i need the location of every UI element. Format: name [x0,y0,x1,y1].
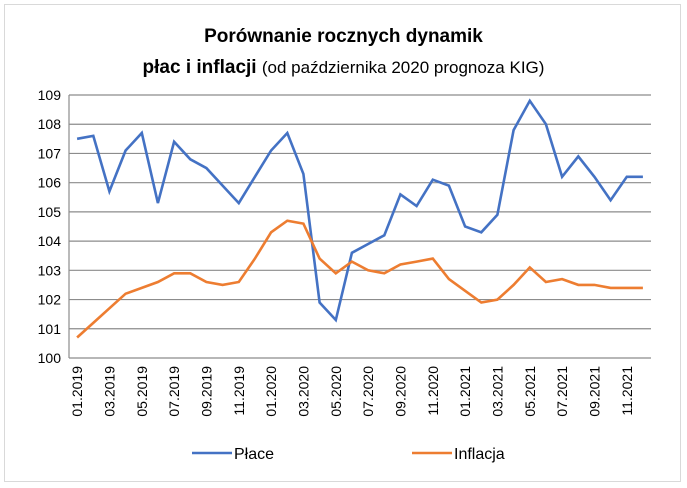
y-tick-label: 107 [38,145,62,161]
chart-title-line2: płac i inflacji (od października 2020 pr… [0,57,687,79]
x-tick-label: 01.2019 [69,366,85,417]
x-tick-label: 05.2019 [134,366,150,417]
y-tick-label: 103 [38,262,62,278]
x-tick-label: 07.2019 [166,366,182,417]
x-tick-label: 03.2021 [489,366,505,417]
x-tick-label: 09.2020 [392,366,408,417]
y-tick-label: 109 [38,87,62,103]
y-tick-label: 101 [38,321,62,337]
y-tick-label: 104 [38,233,62,249]
x-tick-label: 03.2019 [101,366,117,417]
legend-label: Płace [234,446,274,463]
chart-title-line1: Porównanie rocznych dynamik [204,26,483,47]
x-tick-label: 01.2020 [263,366,279,417]
y-tick-label: 108 [38,116,62,132]
x-tick-label: 05.2021 [522,366,538,417]
x-tick-label: 01.2021 [457,366,473,417]
x-tick-label: 09.2021 [586,366,602,417]
series-line-inflacja [76,219,643,339]
x-tick-label: 05.2020 [328,366,344,417]
legend-label: Inflacja [454,446,505,463]
x-tick-label: 11.2021 [619,366,635,416]
x-tick-label: 09.2019 [198,366,214,417]
x-tick-label: 07.2021 [554,366,570,417]
x-tick-label: 03.2020 [295,366,311,417]
y-tick-label: 100 [38,350,62,366]
series-line-place [76,98,643,323]
x-tick-label: 07.2020 [360,366,376,417]
y-tick-label: 106 [38,175,62,191]
y-tick-label: 102 [38,292,62,308]
x-tick-label: 11.2020 [425,366,441,416]
chart-title-bold: płac i inflacji [142,57,257,78]
x-tick-label: 11.2019 [231,366,247,416]
chart-frame [4,4,681,482]
chart-subtitle: (od października 2020 prognoza KIG) [261,58,545,77]
y-tick-label: 105 [38,204,62,220]
